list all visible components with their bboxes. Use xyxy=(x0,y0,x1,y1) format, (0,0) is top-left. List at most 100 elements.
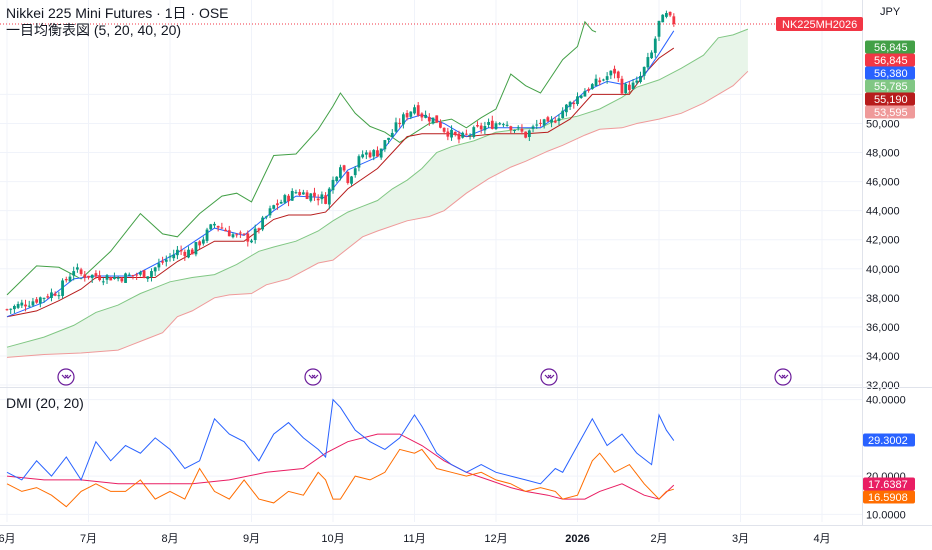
dmi-tag-value: 17.6387 xyxy=(868,479,908,491)
kijun-sen-line xyxy=(6,47,675,318)
price-tick-label: 38,000 xyxy=(866,293,900,305)
price-tag xyxy=(865,92,915,106)
candle-body xyxy=(94,273,98,277)
time-tick-label: 10月 xyxy=(321,533,344,545)
candle-body xyxy=(527,130,531,138)
candle-body xyxy=(90,274,94,278)
candle-body xyxy=(335,176,339,182)
candle-body xyxy=(620,78,624,94)
price-tag-value: 56,845 xyxy=(874,42,908,54)
candle-body xyxy=(253,228,257,241)
candle-body xyxy=(176,249,179,256)
price-tick-label: 50,000 xyxy=(866,118,900,130)
price-tag-value: 55,190 xyxy=(874,94,908,106)
currency-label[interactable]: JPY xyxy=(880,6,901,18)
candle-body xyxy=(364,152,368,155)
candle-body xyxy=(598,80,602,83)
event-marker-icon[interactable] xyxy=(304,368,322,386)
dmi-tag xyxy=(863,433,915,447)
candle-body xyxy=(276,203,279,206)
candle-body xyxy=(531,126,535,129)
candle-body xyxy=(498,123,502,125)
candle-body xyxy=(431,117,435,124)
symbol-tag-label: NK225MH2026 xyxy=(782,19,857,31)
symbol-tag xyxy=(776,17,863,32)
candle-body xyxy=(127,274,131,276)
price-tick-label: 36,000 xyxy=(866,322,900,334)
candle-body xyxy=(631,82,635,90)
double-chevron-icon xyxy=(61,374,72,379)
candle-body xyxy=(446,131,450,137)
candle-body xyxy=(331,179,335,191)
event-marker-icon[interactable] xyxy=(774,368,792,386)
candle-body xyxy=(487,122,490,125)
price-tag xyxy=(865,79,915,93)
candle-body xyxy=(87,275,90,278)
candle-body xyxy=(424,114,428,118)
candle-body xyxy=(138,272,142,275)
candle-body xyxy=(116,277,120,279)
candle-body xyxy=(661,14,665,23)
time-tick-label: 8月 xyxy=(161,533,178,545)
candle-body xyxy=(605,76,609,80)
candle-body xyxy=(383,140,387,150)
price-tick-label: 42,000 xyxy=(866,235,900,247)
candle-body xyxy=(257,228,261,230)
candle-body xyxy=(539,122,542,124)
candle-body xyxy=(435,115,439,123)
event-markers[interactable] xyxy=(57,368,792,386)
price-tick-label: 40,000 xyxy=(866,264,900,276)
price-tag-value: 53,595 xyxy=(874,107,908,119)
event-marker-icon[interactable] xyxy=(57,368,75,386)
dmi-tick-label: 40.0000 xyxy=(866,395,906,407)
candle-body xyxy=(272,205,276,209)
dmi-lines xyxy=(6,398,675,508)
double-chevron-icon xyxy=(778,374,789,379)
candle-body xyxy=(646,57,650,68)
di-minus-line xyxy=(6,448,674,508)
candle-body xyxy=(442,127,446,132)
candle-body xyxy=(361,154,365,158)
candle-body xyxy=(546,117,550,122)
candle-body xyxy=(594,78,598,86)
candle-body xyxy=(246,233,250,242)
candle-body xyxy=(524,131,528,138)
candle-body xyxy=(5,309,9,311)
candle-body xyxy=(113,276,116,279)
dmi-tag-value: 16.5908 xyxy=(868,492,908,504)
candle-body xyxy=(142,270,146,278)
candle-body xyxy=(561,110,565,119)
candle-body xyxy=(342,165,346,171)
candle-body xyxy=(135,274,139,276)
candle-body xyxy=(201,239,205,244)
dmi-tag-value: 29.3002 xyxy=(868,435,908,447)
event-marker-icon[interactable] xyxy=(540,368,558,386)
candle-body xyxy=(557,118,561,122)
candle-body xyxy=(101,281,105,283)
candle-body xyxy=(216,225,220,228)
candle-body xyxy=(416,105,420,116)
candle-body xyxy=(172,254,176,259)
candle-body xyxy=(368,152,372,158)
candle-body xyxy=(179,250,183,252)
candle-body xyxy=(268,208,272,216)
price-tag xyxy=(865,40,915,54)
candle-body xyxy=(301,192,305,195)
candle-body xyxy=(72,271,76,276)
candle-body xyxy=(50,292,53,299)
candle-body xyxy=(261,217,265,230)
candle-body xyxy=(298,192,302,196)
candle-body xyxy=(650,52,653,59)
candle-body xyxy=(353,168,357,176)
candle-body xyxy=(639,75,642,83)
time-tick-label: 12月 xyxy=(484,533,507,545)
candle-body xyxy=(468,134,472,136)
senkou-span-b-line xyxy=(6,70,749,358)
candle-body xyxy=(9,308,13,310)
candle-body xyxy=(616,71,620,79)
candle-body xyxy=(590,84,594,90)
candle-body xyxy=(572,102,576,105)
time-tick-label: 3月 xyxy=(732,533,749,545)
candle-body xyxy=(653,38,657,53)
